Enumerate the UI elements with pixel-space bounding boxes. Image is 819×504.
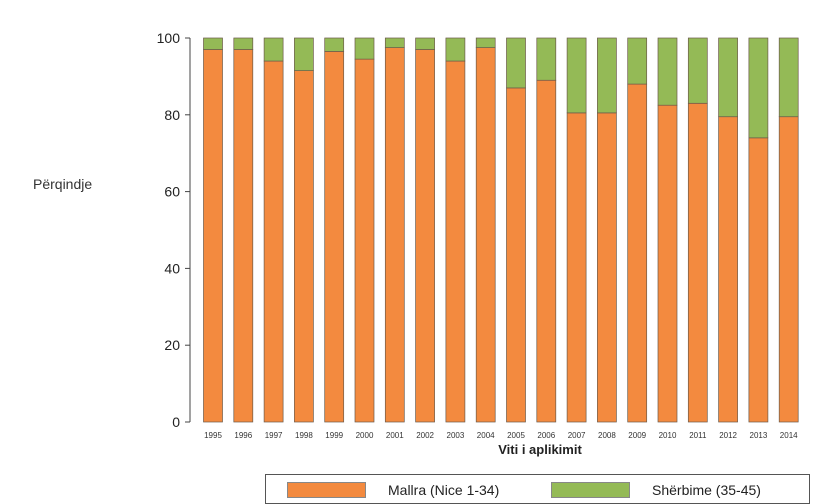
bar-services-2005 [506,37,526,89]
x-tick-label-2013: 2013 [750,431,768,440]
x-tick-label-2001: 2001 [386,431,404,440]
x-tick-label-2007: 2007 [568,431,586,440]
bar-services-2002 [415,37,435,50]
legend-swatch-services [551,482,630,498]
x-tick-label-2008: 2008 [598,431,616,440]
bar-goods-2009 [627,83,648,423]
bar-goods-2007 [566,112,587,423]
x-tick-label-2003: 2003 [447,431,465,440]
bar-goods-2005 [506,87,526,423]
x-tick-label-1997: 1997 [265,431,283,440]
bar-services-2011 [687,37,708,104]
y-tick-label: 20 [164,337,180,353]
bar-goods-2002 [415,49,435,423]
bar-services-2001 [384,37,405,48]
bar-goods-1996 [233,49,254,423]
y-tick-label: 0 [172,414,180,430]
x-tick-label-2012: 2012 [719,431,737,440]
legend-label-goods: Mallra (Nice 1-34) [388,482,500,498]
bar-services-1999 [324,37,345,52]
bar-services-2006 [536,37,557,81]
bar-services-2012 [718,37,738,118]
bar-goods-2003 [445,60,466,423]
bar-goods-1995 [203,49,223,423]
bar-services-2009 [627,37,648,85]
bar-services-1995 [203,37,223,50]
bars [203,37,799,423]
bar-goods-2014 [778,116,799,423]
bar-goods-2010 [657,104,678,423]
x-tick-label-2010: 2010 [659,431,677,440]
x-tick-label-2005: 2005 [507,431,525,440]
y-tick-label: 40 [164,260,180,276]
legend: Mallra (Nice 1-34) Shërbime (35-45) [265,474,810,504]
bar-services-2007 [566,37,587,114]
x-tick-label-1998: 1998 [295,431,313,440]
bar-goods-2011 [687,102,708,423]
x-tick-label-2006: 2006 [537,431,555,440]
bar-services-2010 [657,37,678,106]
bar-services-2000 [354,37,375,60]
bar-goods-1997 [263,60,284,423]
x-tick-label-1996: 1996 [234,431,252,440]
bar-goods-2004 [475,47,496,423]
bar-services-1996 [233,37,254,50]
legend-label-services: Shërbime (35-45) [652,482,761,498]
legend-item-goods: Mallra (Nice 1-34) [287,481,499,499]
bar-goods-2008 [597,112,617,423]
x-tick-label-2000: 2000 [356,431,374,440]
x-tick-label-1995: 1995 [204,431,222,440]
legend-item-services: Shërbime (35-45) [551,481,761,499]
bar-goods-2006 [536,79,557,423]
x-tick-label-1999: 1999 [325,431,343,440]
bar-services-2004 [475,37,496,48]
x-tick-label-2011: 2011 [689,431,707,440]
y-tick-label: 60 [164,184,180,200]
x-tick-label-2014: 2014 [780,431,798,440]
y-axis-label: Përqindje [33,176,93,192]
x-axis-label: Viti i aplikimit [498,442,582,457]
bar-services-1998 [294,37,314,71]
x-tick-label-2009: 2009 [628,431,646,440]
y-tick-label: 100 [157,30,181,46]
bar-services-2003 [445,37,466,62]
x-tick-label-2002: 2002 [416,431,434,440]
bar-goods-1999 [324,51,345,423]
y-tick-label: 80 [164,107,180,123]
bar-services-2014 [778,37,799,118]
bar-goods-2013 [748,137,769,423]
bar-goods-2012 [718,116,738,423]
bar-services-2013 [748,37,769,139]
legend-swatch-goods [287,482,366,498]
bar-goods-2001 [384,47,405,423]
y-axis-ticks: 0 20 40 60 80 100 [157,30,190,430]
x-tick-label-2004: 2004 [477,431,495,440]
bar-goods-2000 [354,58,375,423]
bar-goods-1998 [294,70,314,423]
bar-services-1997 [263,37,284,62]
bar-services-2008 [597,37,617,114]
x-axis-tick-labels: 1995 1996 1997 1998 1999 2000 2001 2002 2003 2004… [204,431,798,440]
